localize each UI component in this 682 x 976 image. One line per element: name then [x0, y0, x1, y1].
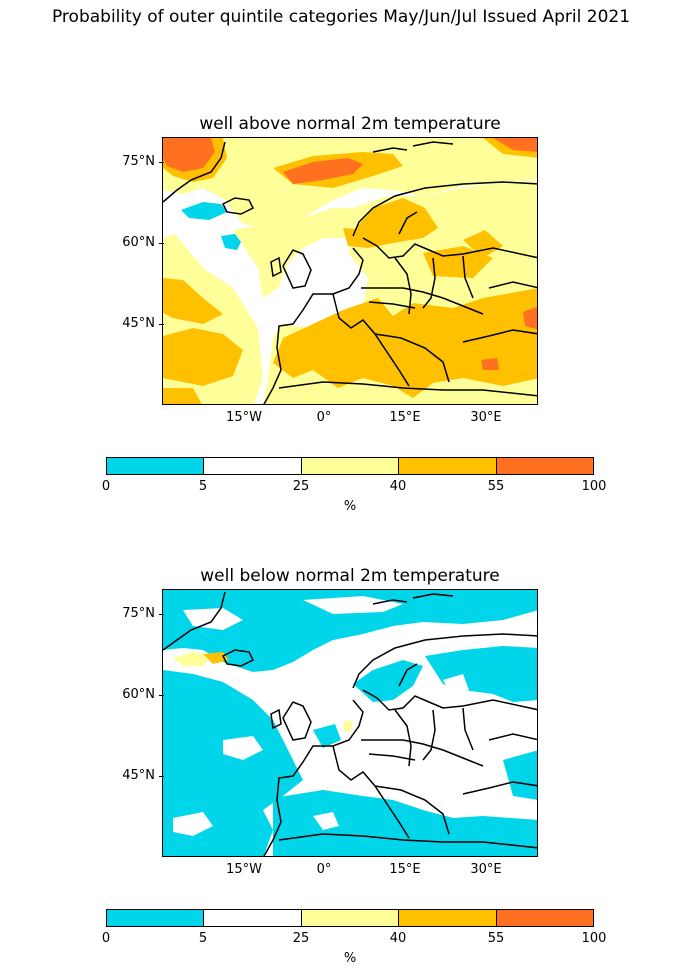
lon-label-0: 0°: [316, 410, 332, 425]
map-below[interactable]: [162, 589, 538, 857]
colorbar-tick: 40: [389, 931, 407, 946]
lat-label-60n: 60°N: [103, 687, 164, 702]
colorbar-bin-55-100: [496, 910, 594, 926]
lat-label-75n: 75°N: [103, 154, 164, 169]
cyan-regions: [181, 202, 241, 250]
dark-orange-regions: [163, 138, 537, 370]
map-above[interactable]: [162, 137, 538, 405]
panel-title-above: well above normal 2m temperature: [199, 114, 501, 134]
colorbar-tick: 25: [292, 931, 310, 946]
lon-label-30e: 30°E: [470, 410, 502, 425]
colorbar-tick: 40: [389, 479, 407, 494]
lat-label-75n: 75°N: [103, 606, 164, 621]
coastlines: [163, 591, 537, 856]
lat-label-60n: 60°N: [103, 235, 164, 250]
colorbar-tick: 55: [487, 479, 505, 494]
colorbar-unit: %: [343, 951, 357, 966]
colorbar-tick: 0: [101, 931, 111, 946]
colorbar-below: [106, 909, 594, 927]
lon-label-15e: 15°E: [389, 862, 421, 877]
lon-label-0: 0°: [316, 862, 332, 877]
colorbar-tick: 5: [198, 931, 208, 946]
colorbar-bin-40-55: [399, 458, 497, 474]
lat-label-45n: 45°N: [103, 316, 164, 331]
coastlines: [163, 141, 537, 404]
colorbar-bin-5-25: [204, 910, 302, 926]
cyan-regions: [163, 590, 537, 856]
colorbar-tick: 100: [581, 479, 607, 494]
colorbar-bin-40-55: [399, 910, 497, 926]
figure-title: Probability of outer quintile categories…: [51, 7, 631, 27]
colorbar-tick: 100: [581, 931, 607, 946]
colorbar-tick: 0: [101, 479, 111, 494]
colorbar-tick: 5: [198, 479, 208, 494]
colorbar-above: [106, 457, 594, 475]
panel-title-below: well below normal 2m temperature: [200, 566, 500, 586]
colorbar-bin-55-100: [496, 458, 594, 474]
lon-label-15e: 15°E: [389, 410, 421, 425]
colorbar-bin-5-25: [204, 458, 302, 474]
colorbar-bin-25-40: [301, 910, 400, 926]
colorbar-tick: 25: [292, 479, 310, 494]
colorbar-bin-0-5: [107, 458, 205, 474]
lon-label-30e: 30°E: [470, 862, 502, 877]
colorbar-tick: 55: [487, 931, 505, 946]
lon-label-15w: 15°W: [226, 410, 262, 425]
colorbar-bin-0-5: [107, 910, 205, 926]
warm-patches: [173, 652, 353, 732]
colorbar-unit: %: [343, 499, 357, 514]
lon-label-15w: 15°W: [226, 862, 262, 877]
colorbar-bin-25-40: [301, 458, 400, 474]
lat-label-45n: 45°N: [103, 768, 164, 783]
